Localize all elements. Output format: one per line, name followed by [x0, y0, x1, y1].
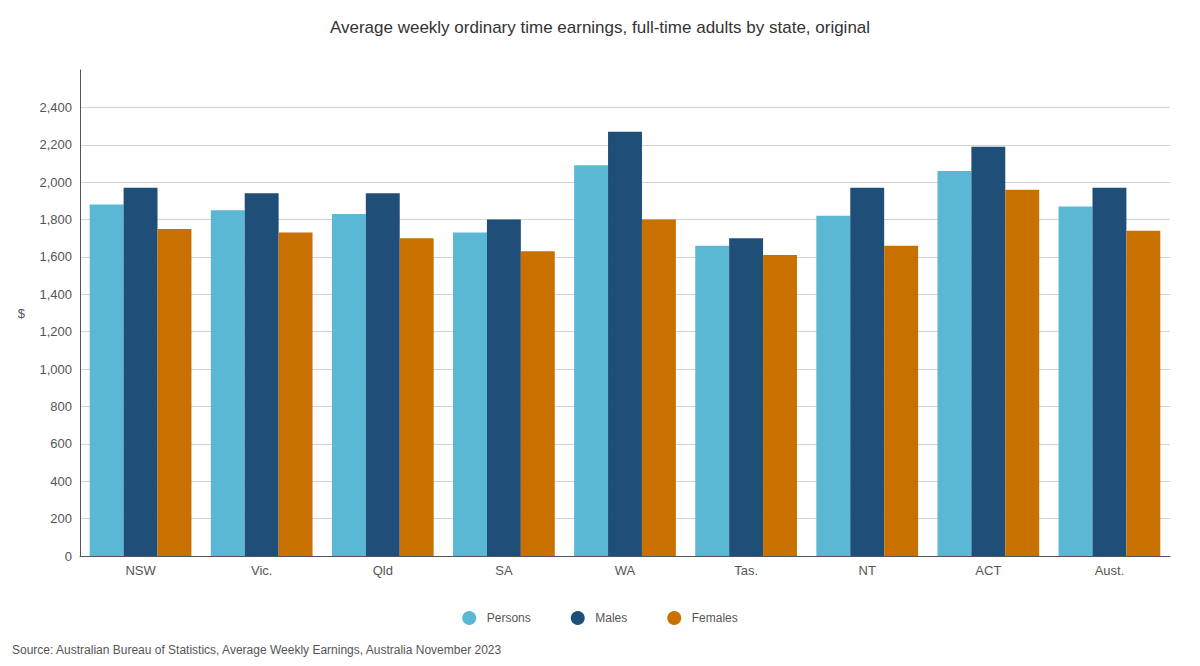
- svg-text:WA: WA: [615, 563, 636, 578]
- svg-text:Males: Males: [595, 611, 627, 625]
- svg-text:2,000: 2,000: [39, 175, 72, 190]
- svg-text:Persons: Persons: [487, 611, 531, 625]
- svg-text:0: 0: [65, 549, 72, 564]
- svg-text:SA: SA: [495, 563, 513, 578]
- svg-text:NSW: NSW: [125, 563, 156, 578]
- svg-text:200: 200: [50, 511, 72, 526]
- svg-text:600: 600: [50, 436, 72, 451]
- svg-text:Average weekly ordinary time e: Average weekly ordinary time earnings, f…: [330, 18, 870, 37]
- svg-text:800: 800: [50, 399, 72, 414]
- svg-text:Tas.: Tas.: [734, 563, 758, 578]
- svg-text:Source: Australian Bureau of S: Source: Australian Bureau of Statistics,…: [12, 643, 501, 657]
- svg-text:Qld: Qld: [373, 563, 393, 578]
- svg-text:Females: Females: [692, 611, 738, 625]
- svg-text:1,600: 1,600: [39, 249, 72, 264]
- svg-text:Aust.: Aust.: [1095, 563, 1125, 578]
- svg-text:1,000: 1,000: [39, 362, 72, 377]
- svg-text:$: $: [18, 306, 26, 321]
- svg-text:1,800: 1,800: [39, 212, 72, 227]
- svg-text:1,200: 1,200: [39, 324, 72, 339]
- svg-text:Vic.: Vic.: [251, 563, 272, 578]
- svg-text:2,400: 2,400: [39, 100, 72, 115]
- svg-text:400: 400: [50, 474, 72, 489]
- svg-text:NT: NT: [859, 563, 876, 578]
- svg-text:1,400: 1,400: [39, 287, 72, 302]
- svg-text:ACT: ACT: [975, 563, 1001, 578]
- svg-text:2,200: 2,200: [39, 137, 72, 152]
